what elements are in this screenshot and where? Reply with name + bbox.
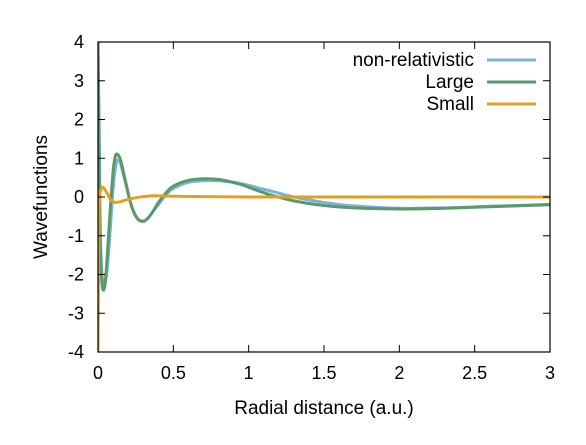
legend-label-large: Large — [425, 72, 474, 93]
x-axis-label: Radial distance (a.u.) — [234, 398, 414, 419]
x-tick-label: 2 — [394, 363, 404, 383]
x-tick-label: 1.5 — [311, 363, 336, 383]
series-layer — [98, 42, 550, 352]
x-tick-label: 2.5 — [462, 363, 487, 383]
x-tick-label: 1 — [244, 363, 254, 383]
y-tick-label: -2 — [68, 265, 84, 285]
legend-label-small: Small — [426, 94, 474, 115]
ticks-layer: 0 0.5 1 1.5 2 2.5 3 -4 -3 -2 -1 0 1 2 3 4 — [68, 32, 555, 383]
legend-label-non-relativistic: non-relativistic — [353, 50, 474, 71]
y-tick-label: -3 — [68, 303, 84, 323]
y-tick-label: -4 — [68, 342, 84, 362]
y-tick-label: -1 — [68, 226, 84, 246]
x-tick-label: 0 — [93, 363, 103, 383]
series-line-small — [98, 185, 550, 352]
y-tick-label: 3 — [74, 71, 84, 91]
y-axis-label: Wavefunctions — [31, 135, 52, 259]
y-tick-label: 1 — [74, 148, 84, 168]
series-line-non-relativistic — [98, 42, 550, 286]
y-tick-label: 0 — [74, 187, 84, 207]
series-line-large — [98, 42, 550, 292]
y-tick-label: 2 — [74, 110, 84, 130]
y-tick-label: 4 — [74, 32, 84, 52]
x-tick-label: 3 — [545, 363, 555, 383]
x-tick-label: 0.5 — [161, 363, 186, 383]
